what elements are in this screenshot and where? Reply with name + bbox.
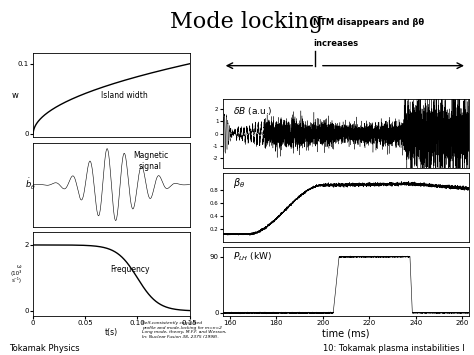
Y-axis label: w: w: [11, 91, 18, 100]
Text: 10: Tokamak plasma instabilities I: 10: Tokamak plasma instabilities I: [323, 344, 465, 353]
X-axis label: time (ms): time (ms): [322, 329, 370, 339]
Y-axis label: $\dot{b}_\theta$: $\dot{b}_\theta$: [25, 177, 36, 192]
Y-axis label: ω
(10³
s⁻¹): ω (10³ s⁻¹): [10, 264, 22, 283]
Text: Island width: Island width: [100, 91, 147, 100]
Text: increases: increases: [313, 39, 358, 48]
Text: $P_{LH}$ (kW): $P_{LH}$ (kW): [233, 251, 272, 263]
Text: Magnetic
signal: Magnetic signal: [133, 151, 168, 171]
X-axis label: t(s): t(s): [105, 328, 118, 337]
Text: NTM disappears and βθ: NTM disappears and βθ: [313, 18, 424, 27]
Text: Tokamak Physics: Tokamak Physics: [9, 344, 80, 353]
Text: Mode locking: Mode locking: [170, 11, 323, 33]
Text: $\delta B$ (a.u.): $\delta B$ (a.u.): [233, 105, 273, 117]
Text: Self-consistently calculated
profile and mode-locking for m=n=2
Long mode, theor: Self-consistently calculated profile and…: [142, 321, 227, 339]
Text: Frequency: Frequency: [110, 265, 150, 274]
Text: $\beta_\theta$: $\beta_\theta$: [233, 176, 245, 190]
